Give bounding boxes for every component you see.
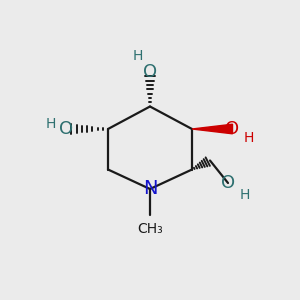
- Text: H: H: [46, 118, 56, 131]
- Text: O: O: [225, 120, 240, 138]
- Text: CH₃: CH₃: [137, 222, 163, 236]
- Polygon shape: [192, 124, 232, 134]
- Text: O: O: [59, 120, 73, 138]
- Text: O: O: [221, 174, 235, 192]
- Text: N: N: [143, 179, 157, 199]
- Text: O: O: [143, 63, 157, 81]
- Text: H: H: [133, 49, 143, 62]
- Text: H: H: [239, 188, 250, 202]
- Text: H: H: [244, 131, 254, 145]
